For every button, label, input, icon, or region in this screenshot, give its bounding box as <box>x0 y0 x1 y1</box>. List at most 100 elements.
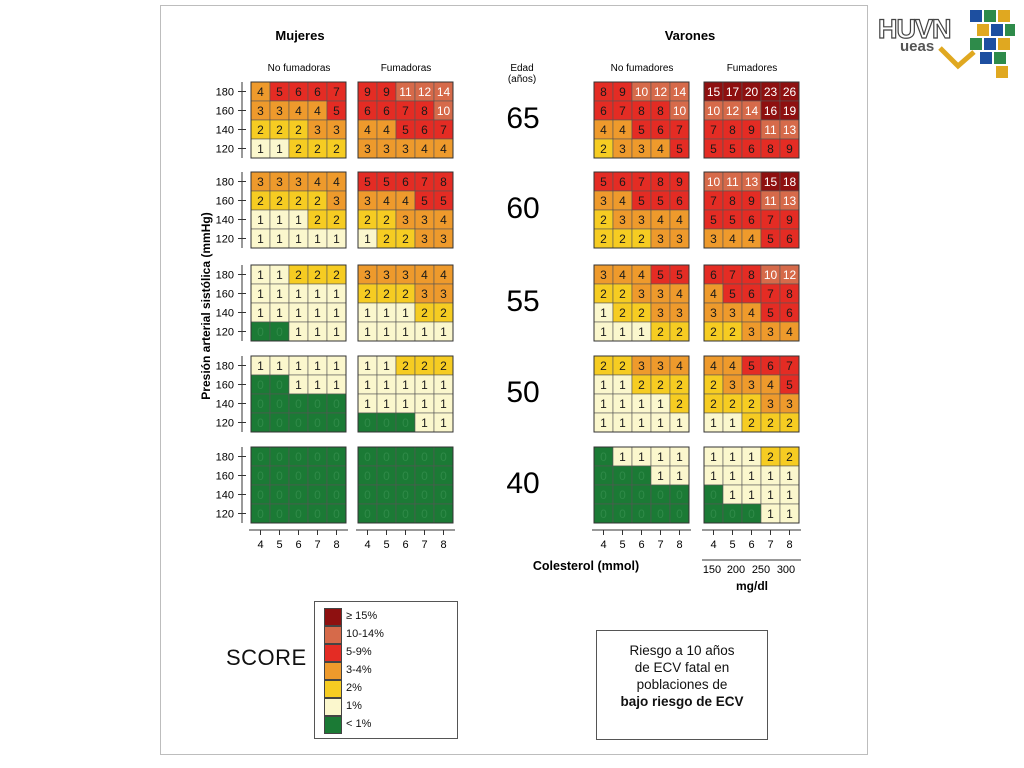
risk-value: 0 <box>364 469 371 483</box>
risk-value: 2 <box>333 142 340 156</box>
risk-value: 3 <box>676 232 683 246</box>
risk-value: 7 <box>333 85 340 99</box>
risk-value: 1 <box>638 416 645 430</box>
risk-value: 3 <box>421 287 428 301</box>
risk-value: 2 <box>314 194 321 208</box>
risk-value: 1 <box>333 378 340 392</box>
risk-value: 0 <box>383 488 390 502</box>
risk-value: 1 <box>364 306 371 320</box>
risk-value: 3 <box>333 123 340 137</box>
risk-value: 7 <box>619 104 626 118</box>
risk-value: 0 <box>383 469 390 483</box>
risk-value: 12 <box>654 85 668 99</box>
risk-value: 12 <box>726 104 740 118</box>
panel-border <box>703 355 800 433</box>
risk-value: 1 <box>257 268 264 282</box>
risk-value: 8 <box>748 268 755 282</box>
risk-value: 0 <box>383 450 390 464</box>
risk-value: 5 <box>276 85 283 99</box>
panel-border <box>593 264 690 342</box>
risk-value: 0 <box>638 507 645 521</box>
risk-value: 3 <box>314 123 321 137</box>
risk-value: 3 <box>440 287 447 301</box>
risk-value: 3 <box>657 359 664 373</box>
risk-value: 1 <box>440 397 447 411</box>
y-tick-label: 180 <box>216 177 234 189</box>
risk-value: 2 <box>383 232 390 246</box>
x-tick-label: 6 <box>295 539 301 551</box>
risk-value: 0 <box>638 469 645 483</box>
risk-value: 4 <box>710 287 717 301</box>
risk-value: 1 <box>333 306 340 320</box>
risk-value: 4 <box>619 268 626 282</box>
risk-value: 5 <box>710 142 717 156</box>
risk-value: 1 <box>710 416 717 430</box>
risk-value: 3 <box>638 213 645 227</box>
risk-value: 19 <box>783 104 797 118</box>
risk-value: 1 <box>402 397 409 411</box>
risk-value: 13 <box>745 175 759 189</box>
risk-value: 2 <box>600 232 607 246</box>
y-tick-label: 140 <box>216 215 234 227</box>
risk-value: 4 <box>383 194 390 208</box>
risk-value: 18 <box>783 175 797 189</box>
risk-value: 0 <box>333 507 340 521</box>
risk-value: 4 <box>729 359 736 373</box>
risk-value: 3 <box>333 194 340 208</box>
risk-value: 5 <box>676 142 683 156</box>
risk-value: 1 <box>619 325 626 339</box>
x-tick-label: 8 <box>676 539 682 551</box>
risk-value: 0 <box>314 507 321 521</box>
risk-value: 0 <box>600 507 607 521</box>
risk-value: 0 <box>748 507 755 521</box>
risk-value: 2 <box>710 325 717 339</box>
x-tick-label: 5 <box>729 539 735 551</box>
x-tick-label: 4 <box>710 539 716 551</box>
risk-value: 1 <box>729 469 736 483</box>
risk-value: 3 <box>619 213 626 227</box>
risk-value: 4 <box>600 123 607 137</box>
legend-label: 2% <box>346 682 362 694</box>
risk-value: 8 <box>786 287 793 301</box>
risk-value: 5 <box>657 268 664 282</box>
risk-value: 1 <box>314 287 321 301</box>
risk-value: 1 <box>295 325 302 339</box>
risk-value: 0 <box>364 488 371 502</box>
y-tick-label: 180 <box>216 270 234 282</box>
risk-value: 2 <box>440 359 447 373</box>
risk-value: 1 <box>364 325 371 339</box>
risk-value: 1 <box>257 232 264 246</box>
x-tick-label: 8 <box>333 539 339 551</box>
risk-value: 3 <box>676 306 683 320</box>
age-label: 65 <box>506 102 539 135</box>
risk-value: 2 <box>600 287 607 301</box>
risk-value: 4 <box>333 175 340 189</box>
risk-value: 0 <box>295 416 302 430</box>
risk-value: 10 <box>707 175 721 189</box>
risk-value: 0 <box>421 450 428 464</box>
risk-value: 0 <box>402 507 409 521</box>
risk-value: 1 <box>295 306 302 320</box>
risk-value: 2 <box>276 123 283 137</box>
risk-value: 1 <box>786 507 793 521</box>
risk-value: 2 <box>383 287 390 301</box>
risk-value: 9 <box>383 85 390 99</box>
risk-value: 8 <box>600 85 607 99</box>
risk-value: 4 <box>440 268 447 282</box>
risk-value: 1 <box>729 416 736 430</box>
risk-value: 4 <box>729 232 736 246</box>
risk-value: 5 <box>402 123 409 137</box>
risk-value: 1 <box>295 359 302 373</box>
risk-value: 2 <box>710 397 717 411</box>
risk-value: 1 <box>729 450 736 464</box>
risk-value: 7 <box>710 194 717 208</box>
panel-border <box>703 171 800 249</box>
risk-value: 12 <box>418 85 432 99</box>
risk-value: 3 <box>364 142 371 156</box>
risk-value: 1 <box>257 306 264 320</box>
risk-value: 1 <box>710 450 717 464</box>
risk-value: 0 <box>295 469 302 483</box>
risk-value: 0 <box>710 488 717 502</box>
legend-swatch <box>324 626 342 644</box>
